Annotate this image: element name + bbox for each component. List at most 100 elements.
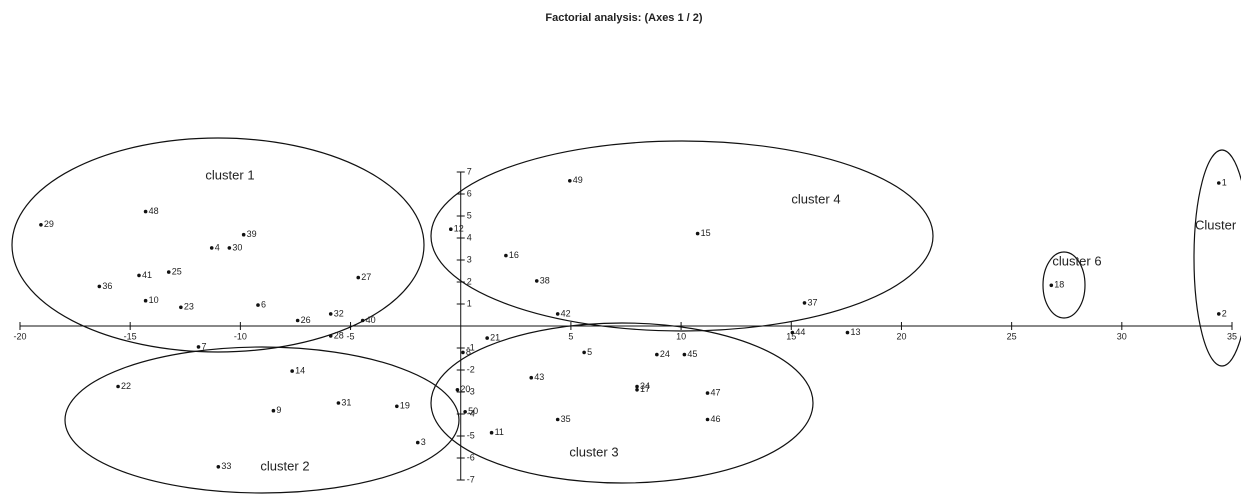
point-label: 43 (534, 372, 544, 382)
point (449, 227, 453, 231)
chart-title: Factorial analysis: (Axes 1 / 2) (545, 12, 702, 24)
x-tick-label: -10 (234, 331, 247, 341)
cluster-outline (64, 346, 460, 494)
point (415, 440, 420, 445)
point (845, 330, 850, 335)
point-label: 21 (490, 332, 500, 342)
point-label: 31 (341, 397, 351, 407)
point-label: 9 (276, 405, 281, 415)
point (635, 384, 639, 389)
x-tick-label: 20 (896, 331, 906, 341)
point (461, 350, 465, 355)
point (489, 430, 494, 435)
clusters: cluster 1 cluster 2 cluster 3 cluster 4 … (11, 137, 1241, 494)
point (256, 303, 260, 307)
point-label: 1 (1222, 177, 1227, 187)
point (290, 369, 294, 373)
point-label: 4 (215, 242, 220, 252)
point (534, 279, 539, 283)
x-tick-label: -20 (13, 331, 26, 341)
point-label: 25 (172, 266, 182, 276)
cluster-label: cluster 6 (1052, 253, 1101, 268)
point-label: 8 (466, 347, 471, 357)
point (705, 391, 710, 395)
point (116, 384, 120, 389)
point-label: 27 (361, 272, 371, 282)
y-tick-label: 2 (467, 276, 472, 286)
y-tick-label: -5 (467, 430, 475, 440)
point-label: 36 (102, 281, 112, 291)
point (655, 352, 659, 357)
point-label: 22 (121, 381, 131, 391)
point-label: 32 (334, 308, 344, 318)
point-label: 2 (1222, 308, 1227, 318)
point (328, 334, 333, 338)
point-label: 12 (454, 224, 464, 234)
point (682, 352, 687, 357)
point (295, 318, 300, 323)
point-label: 40 (366, 315, 376, 325)
y-tick-label: -3 (467, 386, 475, 396)
point-label: 19 (400, 401, 410, 411)
cluster-label: cluster 2 (260, 458, 309, 473)
x-tick-label: -15 (124, 331, 137, 341)
point (143, 209, 148, 214)
point (209, 246, 214, 250)
x-tick-label: 15 (786, 331, 796, 341)
point-label: 48 (149, 206, 159, 216)
point-label: 44 (795, 327, 805, 337)
point (529, 375, 534, 380)
point (455, 388, 460, 392)
point (241, 232, 246, 237)
cluster-label: cluster 1 (205, 167, 254, 182)
point (555, 312, 560, 316)
point (143, 298, 148, 303)
x-tick-label: 5 (568, 331, 573, 341)
cluster-outline (1193, 149, 1241, 367)
point (695, 231, 700, 236)
point-label: 34 (640, 381, 650, 391)
point-label: 42 (561, 308, 571, 318)
point (485, 336, 489, 340)
point-label: 26 (301, 315, 311, 325)
cluster-outline (1042, 251, 1086, 319)
point-label: 49 (573, 175, 583, 185)
point-label: 24 (660, 349, 670, 359)
point (395, 404, 399, 409)
x-tick-label: 10 (676, 331, 686, 341)
point (356, 275, 361, 280)
point-label: 3 (421, 437, 426, 447)
y-tick-label: 3 (467, 254, 472, 264)
point-label: 16 (509, 250, 519, 260)
point (1216, 181, 1221, 185)
point-label: 41 (142, 270, 152, 280)
point (227, 246, 232, 250)
y-tick-label: 7 (467, 166, 472, 176)
point-label: 10 (149, 295, 159, 305)
point (1049, 283, 1054, 288)
point-label: 28 (334, 330, 344, 340)
point-label: 5 (587, 347, 592, 357)
point-label: 11 (495, 427, 504, 437)
point-label: 23 (184, 302, 194, 312)
cluster-label: cluster 4 (791, 191, 840, 206)
point-label: 46 (711, 414, 721, 424)
point (97, 284, 102, 289)
y-tick-label: -7 (467, 474, 475, 484)
point (802, 301, 807, 305)
x-tick-label: -5 (347, 331, 355, 341)
point (179, 305, 183, 310)
y-tick-label: 6 (467, 188, 472, 198)
point (555, 417, 560, 422)
point-label: 18 (1054, 280, 1064, 290)
point (166, 270, 171, 274)
y-tick-label: -4 (467, 408, 475, 418)
y-tick-label: -1 (467, 342, 475, 352)
y-tick-label: -6 (467, 452, 475, 462)
point (336, 401, 341, 405)
point (196, 345, 201, 349)
point-label: 6 (261, 299, 266, 309)
point-label: 7 (201, 341, 206, 351)
point (790, 330, 795, 335)
